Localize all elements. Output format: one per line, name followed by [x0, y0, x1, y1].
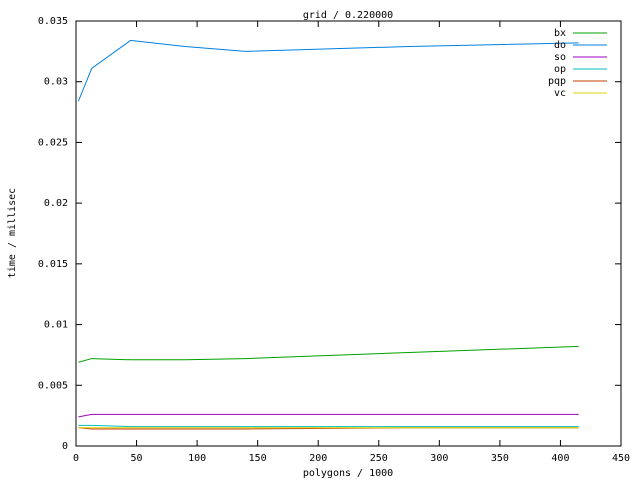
series-line — [78, 413, 579, 418]
y-tick-label: 0.025 — [38, 137, 68, 148]
legend-label: pqp — [548, 76, 566, 87]
x-tick-label: 400 — [551, 453, 569, 464]
series-line — [77, 39, 579, 102]
x-axis-label: polygons / 1000 — [303, 468, 393, 479]
x-tick-label: 300 — [430, 453, 448, 464]
x-tick-label: 150 — [249, 453, 267, 464]
y-tick-label: 0.02 — [44, 198, 68, 209]
x-tick-label: 450 — [612, 453, 630, 464]
legend-label: bx — [554, 28, 566, 39]
y-axis-label: time / millisec — [7, 188, 18, 278]
y-tick-label: 0.03 — [44, 77, 68, 88]
x-tick-label: 0 — [73, 453, 79, 464]
plot-border — [75, 20, 622, 447]
legend-label: do — [554, 40, 566, 51]
legend-label: so — [554, 52, 566, 63]
series-line — [78, 424, 579, 428]
x-tick-label: 100 — [188, 453, 206, 464]
y-tick-label: 0 — [62, 441, 68, 452]
y-tick-label: 0.035 — [38, 16, 68, 27]
legend-label: op — [554, 64, 566, 75]
chart-title: grid / 0.220000 — [303, 10, 393, 21]
x-tick-label: 250 — [370, 453, 388, 464]
x-tick-label: 200 — [309, 453, 327, 464]
series-line — [78, 345, 579, 363]
legend-label: vc — [554, 88, 566, 99]
x-tick-label: 350 — [491, 453, 509, 464]
x-tick-label: 50 — [131, 453, 143, 464]
y-tick-label: 0.01 — [44, 320, 68, 331]
y-tick-label: 0.005 — [38, 380, 68, 391]
y-tick-label: 0.015 — [38, 259, 68, 270]
